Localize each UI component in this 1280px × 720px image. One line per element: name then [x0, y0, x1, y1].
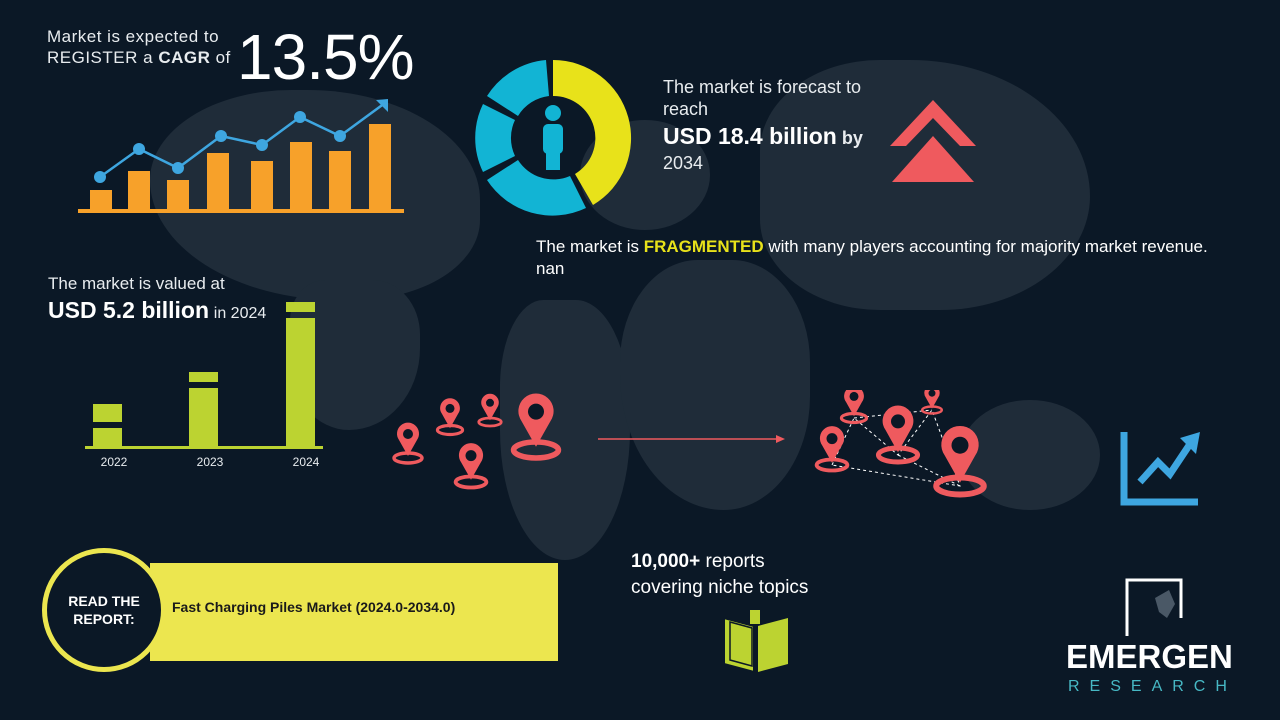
valued-year: in 2024 — [213, 305, 267, 322]
read-report-label: READ THE REPORT: — [68, 593, 140, 627]
cagr-post: of — [210, 48, 231, 67]
bar-2024 — [286, 302, 315, 312]
donut-segment-cyan — [475, 104, 515, 172]
growth-bar — [207, 153, 229, 210]
trend-up-icon — [1120, 432, 1200, 506]
forecast-line1: The market is forecast to — [663, 77, 862, 97]
reports-line2: covering niche topics — [631, 577, 809, 598]
logo-subtitle: RESEARCH — [1068, 678, 1237, 695]
cagr-label: Market is expected to REGISTER a CAGR of — [47, 26, 231, 68]
location-pin-icon — [435, 396, 465, 437]
value-bars — [85, 302, 323, 449]
forecast-by: by — [841, 128, 863, 148]
location-network-icon — [392, 390, 1000, 500]
forecast-value: USD 18.4 billion — [663, 123, 837, 149]
year-label: 2022 — [100, 455, 128, 469]
growth-point — [172, 162, 184, 174]
growth-point — [94, 171, 106, 183]
growth-bar — [167, 180, 189, 210]
location-pin-icon — [936, 426, 984, 495]
valued-line1: The market is valued at — [48, 274, 225, 293]
growth-chart-icon — [78, 99, 404, 213]
location-pin-icon — [878, 406, 917, 462]
growth-baseline — [78, 209, 404, 213]
cagr-pre: REGISTER a — [47, 48, 159, 67]
logo-name: EMERGEN — [1066, 638, 1233, 675]
read-report-banner[interactable]: Fast Charging Piles Market (2024.0-2034.… — [150, 563, 558, 661]
growth-point — [215, 130, 227, 142]
donut-segment-yellow — [553, 59, 632, 206]
double-chevron-up-icon — [890, 100, 976, 182]
year-label: 2023 — [196, 455, 224, 469]
cagr-line1: Market is expected to — [47, 27, 220, 46]
fragmented-text: The market is FRAGMENTED with many playe… — [536, 236, 1226, 280]
location-pin-icon — [453, 441, 489, 490]
logo-mark — [1125, 578, 1183, 636]
reports-line1: reports — [700, 551, 765, 572]
reports-count: 10,000+ — [631, 551, 701, 572]
growth-point — [334, 130, 346, 142]
forecast-year: 2034 — [663, 153, 704, 173]
growth-bar — [290, 142, 312, 210]
growth-bar — [251, 161, 273, 210]
forecast-line2: reach — [663, 99, 709, 119]
valued-value: USD 5.2 billion — [48, 297, 210, 323]
fragmented-highlight: FRAGMENTED — [643, 237, 764, 256]
cagr-value: 13.5% — [237, 21, 414, 93]
year-label: 2024 — [292, 455, 320, 469]
reports-block: 10,000+ reports covering niche topics — [631, 549, 808, 601]
bars-baseline — [85, 446, 323, 449]
fragmented-pre: The market is — [536, 237, 644, 256]
forecast-block: The market is forecast to reach USD 18.4… — [663, 76, 863, 174]
growth-point — [133, 143, 145, 155]
location-pin-icon — [477, 392, 503, 428]
person-head — [545, 105, 561, 121]
location-pin-icon — [514, 393, 559, 458]
growth-bar — [128, 171, 150, 210]
read-report-circle[interactable]: READ THE REPORT: — [42, 548, 166, 672]
report-title[interactable]: Fast Charging Piles Market (2024.0-2034.… — [172, 599, 456, 615]
open-book-icon — [723, 610, 788, 674]
valued-block: The market is valued at USD 5.2 billion … — [48, 274, 266, 326]
arrow-head — [376, 99, 388, 112]
bar-2022 — [93, 404, 122, 422]
growth-point — [256, 139, 268, 151]
growth-point — [294, 111, 306, 123]
cagr-line2: REGISTER a CAGR of — [47, 47, 231, 68]
growth-line — [99, 101, 386, 179]
growth-bar — [90, 190, 112, 210]
person-body — [543, 124, 563, 154]
growth-bar — [329, 151, 351, 210]
growth-bar — [369, 124, 391, 210]
bar-2023 — [189, 372, 218, 382]
location-pin-icon — [392, 420, 424, 465]
cagr-bold: CAGR — [158, 48, 211, 67]
location-pin-icon — [920, 390, 944, 415]
donut-segment-cyan — [487, 60, 549, 116]
donut-person-icon — [475, 59, 632, 216]
donut-segment-cyan — [487, 160, 586, 216]
fragmented-post: with many players accounting for majorit… — [536, 237, 1208, 278]
